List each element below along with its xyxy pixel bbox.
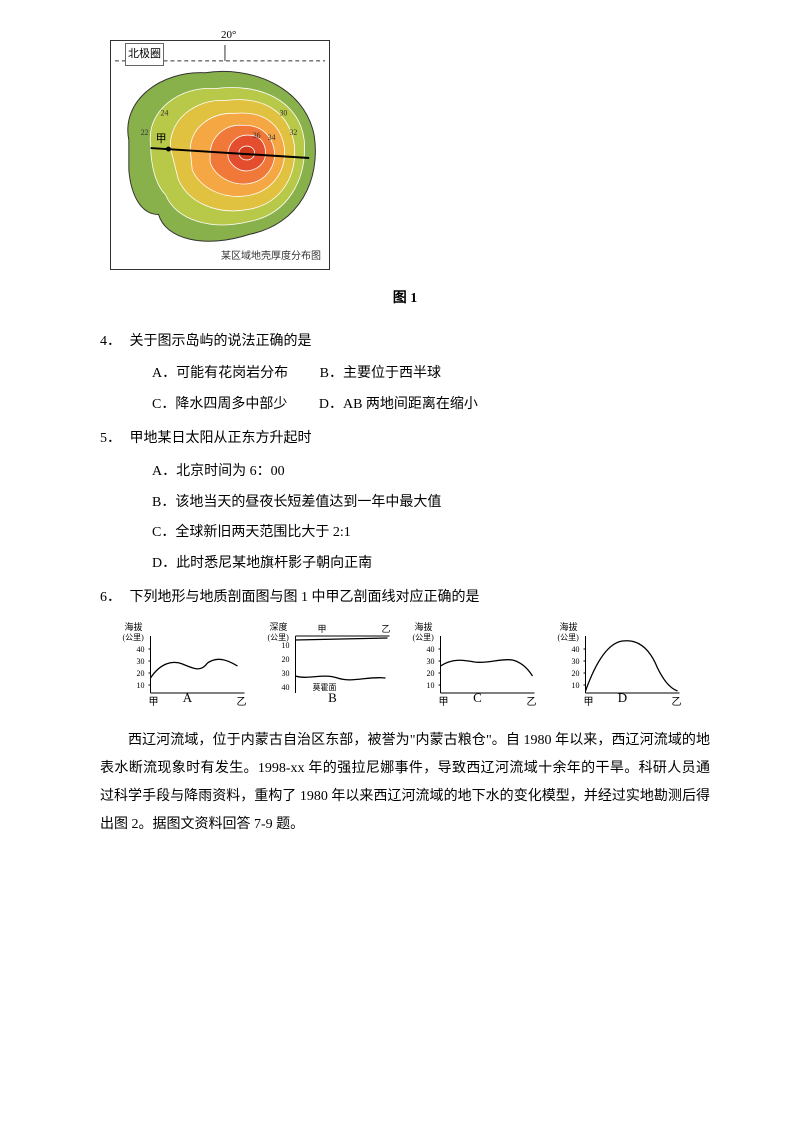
q4-option-c: C．降水四周多中部少 xyxy=(152,397,287,412)
q5-option-d: D．此时悉尼某地旗杆影子朝向正南 xyxy=(152,556,372,571)
svg-text:20: 20 xyxy=(137,669,145,678)
svg-text:乙: 乙 xyxy=(237,696,247,708)
svg-text:深度: 深度 xyxy=(270,621,288,632)
svg-text:甲: 甲 xyxy=(156,133,167,145)
chart-d: 海拔 (公里) 10 20 30 40 甲 乙 D xyxy=(555,618,690,713)
q4-option-b: B．主要位于西半球 xyxy=(320,366,441,381)
svg-text:甲: 甲 xyxy=(149,697,159,708)
q5-number: 5． xyxy=(100,426,126,453)
q5-stem: 甲地某日太阳从正东方升起时 xyxy=(130,431,312,446)
svg-text:30: 30 xyxy=(572,657,580,666)
q4-options: A．可能有花岗岩分布 B．主要位于西半球 C．降水四周多中部少 D．AB 两地间… xyxy=(152,361,710,418)
svg-text:乙: 乙 xyxy=(382,624,391,634)
q5-option-b: B．该地当天的昼夜长短差值达到一年中最大值 xyxy=(152,495,441,510)
q6-number: 6． xyxy=(100,585,126,612)
svg-text:32: 32 xyxy=(289,128,297,137)
chart-a: 海拔 (公里) 10 20 30 40 甲 乙 A xyxy=(120,618,255,713)
map-longitude-label: 20° xyxy=(221,25,236,46)
q4-option-a: A．可能有花岗岩分布 xyxy=(152,366,288,381)
svg-text:40: 40 xyxy=(572,645,580,654)
svg-text:海拔: 海拔 xyxy=(560,621,578,632)
q5-options: A．北京时间为 6：00 B．该地当天的昼夜长短差值达到一年中最大值 C．全球新… xyxy=(152,459,710,577)
svg-text:海拔: 海拔 xyxy=(415,621,433,632)
svg-text:20: 20 xyxy=(427,669,435,678)
question-5: 5． 甲地某日太阳从正东方升起时 xyxy=(100,426,710,453)
svg-text:30: 30 xyxy=(137,657,145,666)
svg-text:30: 30 xyxy=(427,657,435,666)
svg-text:(公里): (公里) xyxy=(413,633,435,642)
chart-c: 海拔 (公里) 10 20 30 40 甲 乙 C xyxy=(410,618,545,713)
svg-text:乙: 乙 xyxy=(527,696,537,708)
svg-text:10: 10 xyxy=(282,641,290,650)
svg-text:乙: 乙 xyxy=(672,696,682,708)
chart-b: 深度 (公里) 10 20 30 40 甲 乙 莫霍面 B xyxy=(265,618,400,713)
map-figure: 20° 甲 30 32 34 36 24 22 北极圈 某区域地壳厚度分布图 xyxy=(110,40,330,270)
q4-stem: 关于图示岛屿的说法正确的是 xyxy=(130,334,312,349)
svg-text:甲: 甲 xyxy=(318,624,327,634)
svg-text:(公里): (公里) xyxy=(123,633,145,642)
svg-text:甲: 甲 xyxy=(439,697,449,708)
q5-option-a: A．北京时间为 6：00 xyxy=(152,464,285,479)
svg-text:24: 24 xyxy=(161,108,169,117)
q6-stem: 下列地形与地质剖面图与图 1 中甲乙剖面线对应正确的是 xyxy=(130,590,480,605)
svg-text:36: 36 xyxy=(253,131,261,140)
q4-option-d: D．AB 两地间距离在缩小 xyxy=(319,397,478,412)
svg-text:海拔: 海拔 xyxy=(125,621,143,632)
svg-text:(公里): (公里) xyxy=(558,633,580,642)
chart-d-label: D xyxy=(618,686,627,711)
map-caption-bottom: 某区域地壳厚度分布图 xyxy=(221,247,321,266)
q4-number: 4． xyxy=(100,329,126,356)
svg-text:40: 40 xyxy=(137,645,145,654)
svg-text:20: 20 xyxy=(282,655,290,664)
svg-text:34: 34 xyxy=(268,133,276,142)
arctic-circle-label: 北极圈 xyxy=(125,43,164,66)
profile-charts-row: 海拔 (公里) 10 20 30 40 甲 乙 A 深度 (公里) 10 20 … xyxy=(120,618,690,713)
svg-text:甲: 甲 xyxy=(584,697,594,708)
svg-text:10: 10 xyxy=(572,681,580,690)
chart-b-label: B xyxy=(328,686,337,711)
svg-text:10: 10 xyxy=(427,681,435,690)
q5-option-c: C．全球新旧两天范围比大于 2:1 xyxy=(152,525,351,540)
figure-number: 图 1 xyxy=(100,286,710,313)
svg-text:40: 40 xyxy=(427,645,435,654)
chart-a-label: A xyxy=(183,686,192,711)
question-4: 4． 关于图示岛屿的说法正确的是 xyxy=(100,329,710,356)
svg-text:30: 30 xyxy=(282,669,290,678)
svg-text:22: 22 xyxy=(141,128,149,137)
svg-text:40: 40 xyxy=(282,683,290,692)
chart-c-label: C xyxy=(473,686,482,711)
question-6: 6． 下列地形与地质剖面图与图 1 中甲乙剖面线对应正确的是 xyxy=(100,585,710,612)
passage-text: 西辽河流域，位于内蒙古自治区东部，被誉为"内蒙古粮仓"。自 1980 年以来，西… xyxy=(100,727,710,839)
crust-thickness-map: 甲 30 32 34 36 24 22 xyxy=(111,41,329,269)
svg-text:10: 10 xyxy=(137,681,145,690)
svg-text:20: 20 xyxy=(572,669,580,678)
svg-text:30: 30 xyxy=(279,108,287,117)
